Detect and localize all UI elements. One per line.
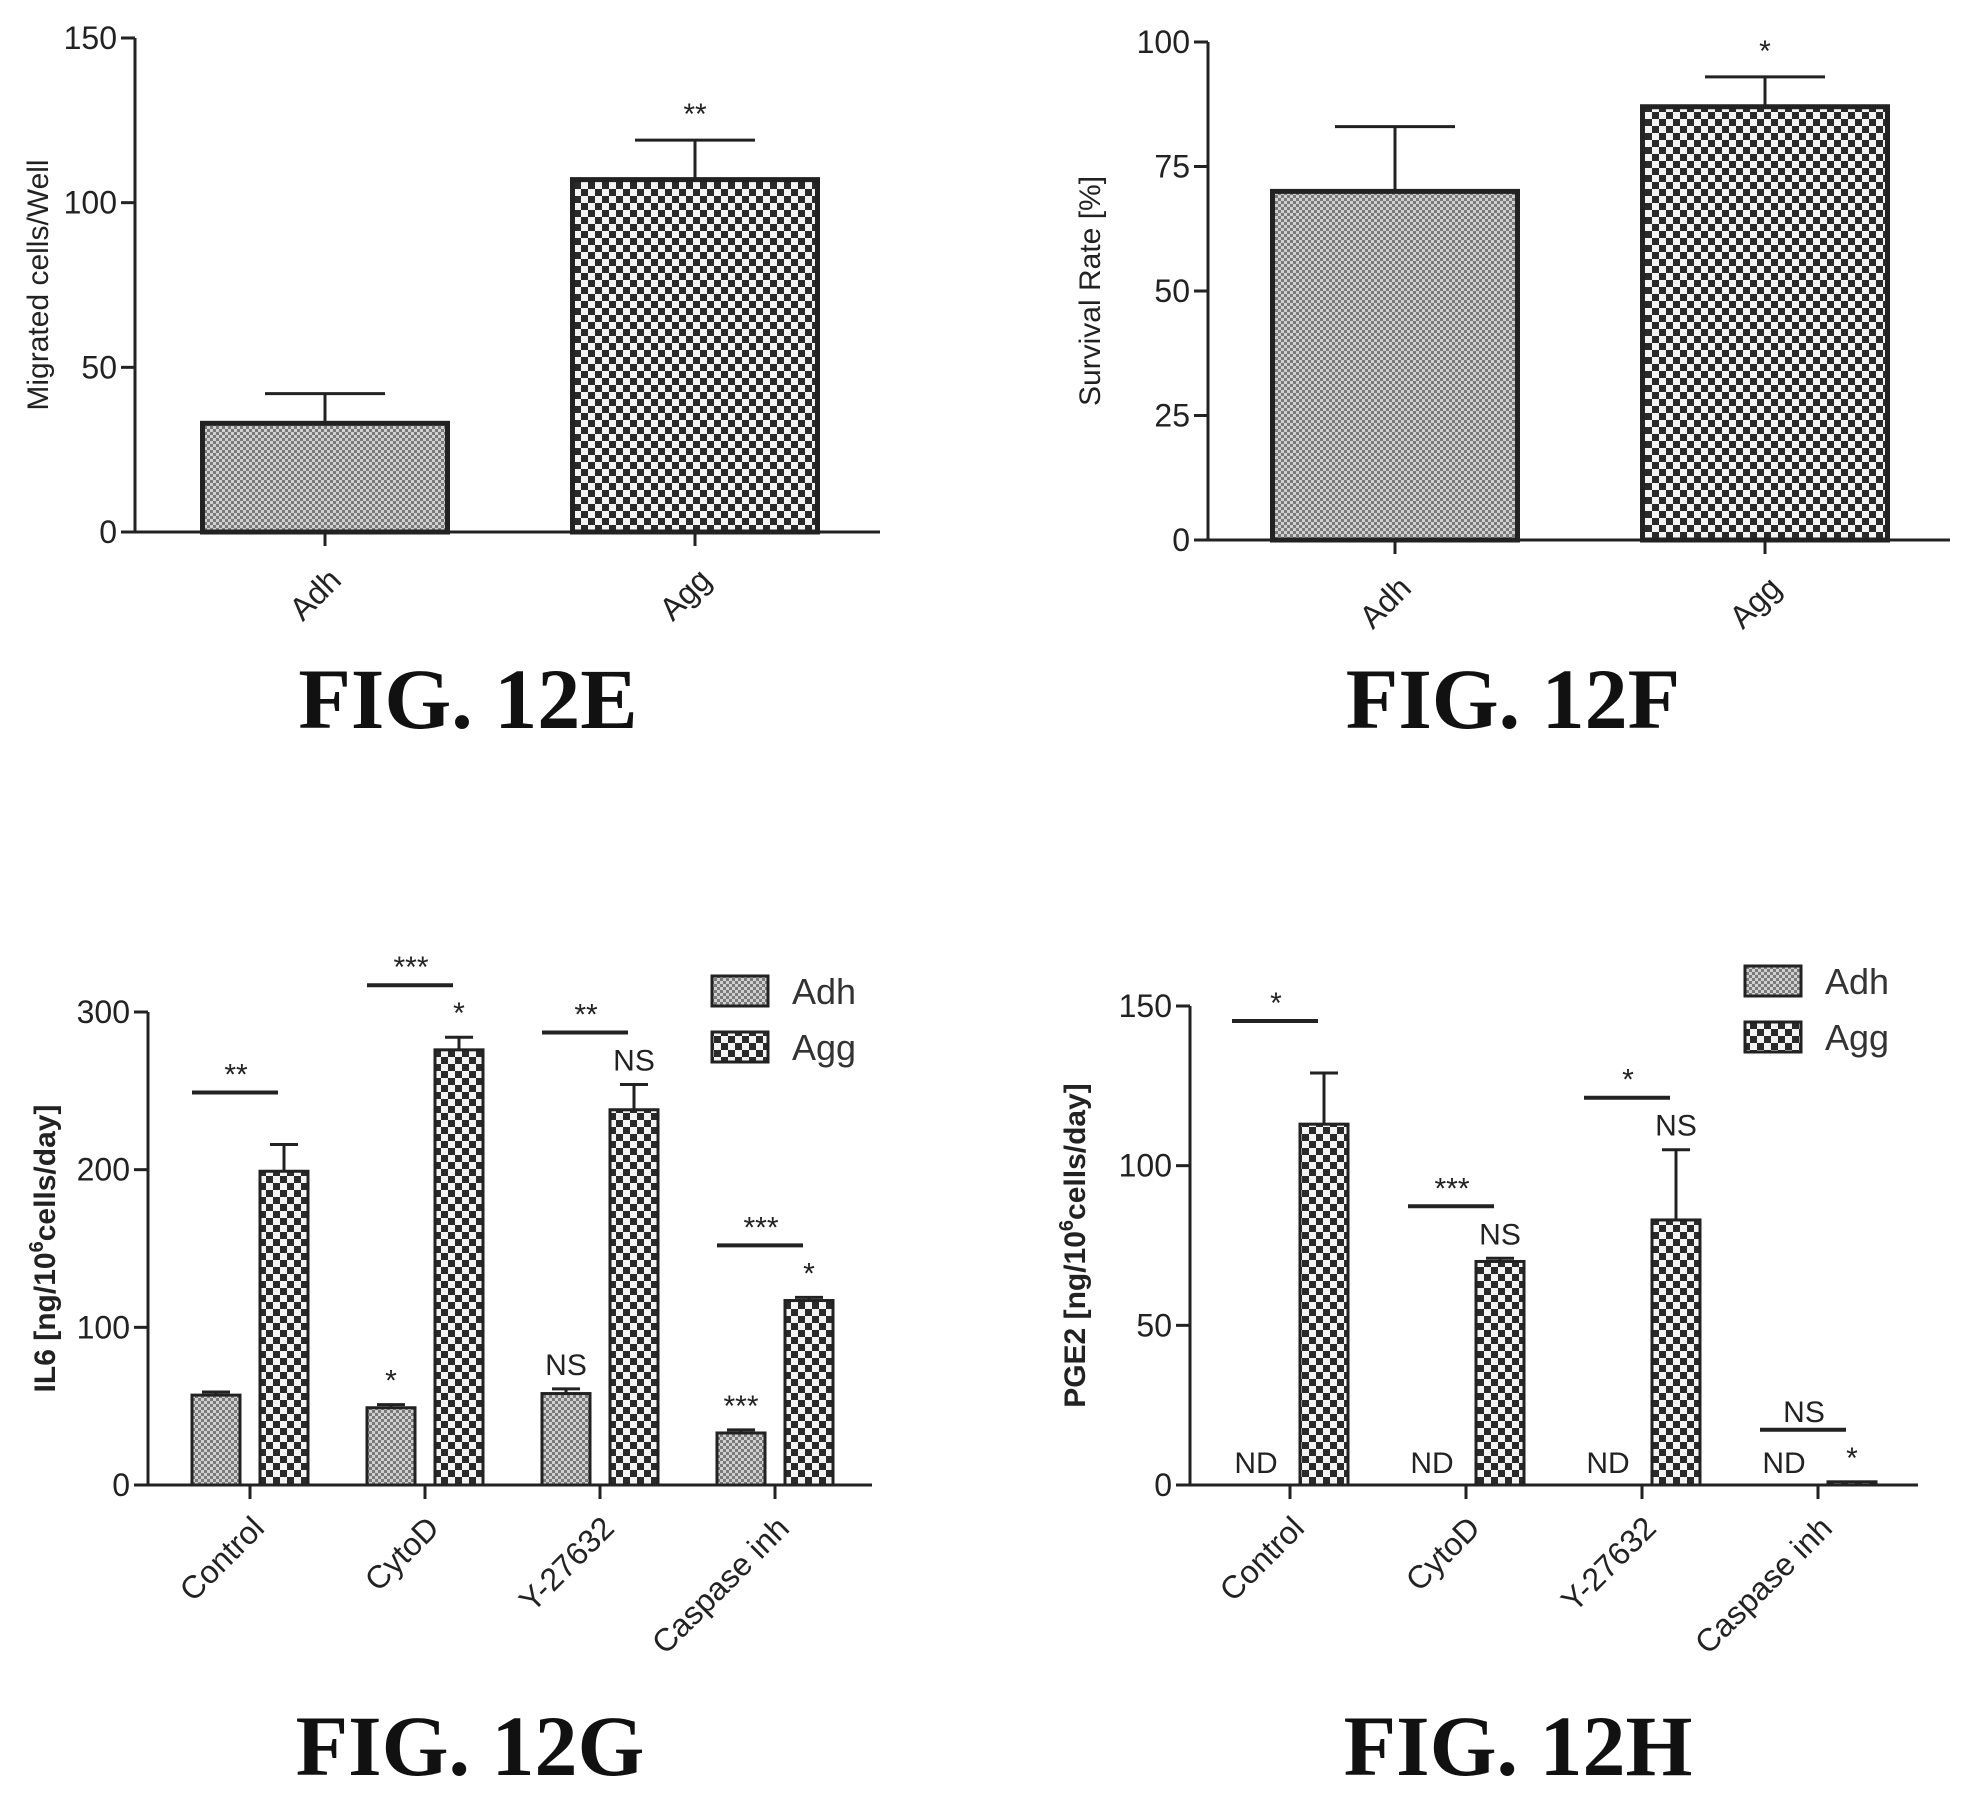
y-tick-label: 50 bbox=[1154, 273, 1190, 309]
x-category-label: Y-27632 bbox=[1554, 1509, 1663, 1618]
legend: Adh Agg bbox=[1743, 961, 1889, 1058]
bar-agg bbox=[783, 1299, 835, 1487]
x-category-label: Adh bbox=[1352, 569, 1418, 635]
x-category-label: Caspase inh bbox=[1688, 1509, 1839, 1660]
y-axis-title: PGE2 [ng/106cells/day] bbox=[1056, 1083, 1092, 1408]
x-category-label: Y-27632 bbox=[512, 1509, 621, 1618]
agg-significance-label: NS bbox=[1655, 1110, 1697, 1143]
bar-agg bbox=[1640, 104, 1890, 543]
y-tick-label: 25 bbox=[1154, 398, 1190, 434]
bar-agg bbox=[570, 177, 820, 535]
adh-significance-label: *** bbox=[723, 1390, 758, 1423]
x-category-label: Caspase inh bbox=[645, 1509, 796, 1660]
bar-agg bbox=[258, 1169, 310, 1487]
adh-significance-label: ND bbox=[1234, 1447, 1277, 1480]
y-tick-label: 100 bbox=[64, 185, 117, 221]
legend-swatch-agg bbox=[1743, 1020, 1803, 1054]
pair-significance-label: * bbox=[1270, 987, 1282, 1020]
bar-agg bbox=[1650, 1218, 1702, 1487]
x-category-label: CytoD bbox=[1399, 1509, 1487, 1597]
figure-caption-12e: FIG. 12E bbox=[298, 651, 637, 747]
y-tick-label: 150 bbox=[1119, 988, 1172, 1024]
y-tick-label: 0 bbox=[112, 1467, 130, 1503]
agg-significance-label: NS bbox=[613, 1045, 655, 1078]
y-tick-label: 300 bbox=[77, 994, 130, 1030]
x-category-label: Control bbox=[173, 1509, 271, 1607]
agg-significance-label: * bbox=[803, 1257, 815, 1290]
x-category-label: CytoD bbox=[358, 1509, 446, 1597]
pair-significance-label: *** bbox=[1434, 1172, 1469, 1205]
figure-caption-12h: FIG. 12H bbox=[1344, 1698, 1693, 1794]
y-tick-label: 150 bbox=[64, 20, 117, 56]
bar-adh bbox=[715, 1431, 767, 1487]
figure-caption-12g: FIG. 12G bbox=[296, 1698, 645, 1794]
pair-significance-label: * bbox=[1622, 1064, 1634, 1097]
adh-significance-label: ND bbox=[1586, 1447, 1629, 1480]
legend-swatch-agg bbox=[710, 1030, 770, 1064]
bar-adh bbox=[190, 1393, 242, 1487]
chart-panel-fig-12h: 0 50 100 150 PGE2 [ng/106cells/day] Control ND… bbox=[1056, 961, 1918, 1661]
bar-adh bbox=[1270, 188, 1520, 543]
x-category-label: Agg bbox=[652, 561, 718, 627]
x-category-label: Control bbox=[1213, 1509, 1311, 1607]
y-tick-label: 0 bbox=[99, 514, 117, 550]
y-tick-label: 0 bbox=[1154, 1467, 1172, 1503]
legend-label-agg: Agg bbox=[1825, 1017, 1889, 1058]
y-tick-label: 50 bbox=[81, 349, 117, 385]
chart-panel-fig-12e: 0 50 100 150 Migrated cells/Well Adh Agg ** bbox=[22, 20, 880, 627]
adh-significance-label: NS bbox=[545, 1349, 587, 1382]
y-tick-label: 200 bbox=[77, 1152, 130, 1188]
x-category-label: Agg bbox=[1722, 569, 1788, 635]
y-axis-title: Survival Rate [%] bbox=[1074, 176, 1107, 406]
bar-agg bbox=[608, 1108, 660, 1487]
agg-significance-label: * bbox=[453, 997, 465, 1030]
y-tick-label: 100 bbox=[1137, 24, 1190, 60]
bar-adh bbox=[540, 1392, 592, 1487]
y-tick-label: 100 bbox=[77, 1309, 130, 1345]
agg-significance-label: NS bbox=[1479, 1218, 1521, 1251]
pair-significance-label: ** bbox=[574, 999, 598, 1032]
y-tick-label: 0 bbox=[1172, 522, 1190, 558]
agg-significance-label: * bbox=[1846, 1442, 1858, 1475]
y-tick-label: 75 bbox=[1154, 149, 1190, 185]
bar-adh bbox=[365, 1406, 417, 1487]
legend-label-adh: Adh bbox=[792, 971, 856, 1012]
adh-significance-label: ND bbox=[1762, 1447, 1805, 1480]
bar-agg bbox=[433, 1048, 485, 1487]
y-axis-title: Migrated cells/Well bbox=[22, 159, 55, 410]
y-axis-title: IL6 [ng/106cells/day] bbox=[26, 1105, 62, 1393]
legend-swatch-adh bbox=[1743, 964, 1803, 998]
bar-adh bbox=[200, 420, 450, 535]
x-category-label: Adh bbox=[282, 561, 348, 627]
legend-label-adh: Adh bbox=[1825, 961, 1889, 1002]
pair-significance-label: *** bbox=[393, 951, 428, 984]
figure-caption-12f: FIG. 12F bbox=[1346, 651, 1680, 747]
chart-panel-fig-12f: 0 25 50 75 100 Survival Rate [%] Adh Agg * bbox=[1074, 24, 1950, 635]
bar-agg bbox=[1298, 1122, 1350, 1487]
y-tick-label: 50 bbox=[1136, 1307, 1172, 1343]
bar-agg bbox=[1474, 1259, 1526, 1487]
adh-significance-label: ND bbox=[1410, 1447, 1453, 1480]
legend-label-agg: Agg bbox=[792, 1027, 856, 1068]
y-tick-label: 100 bbox=[1119, 1148, 1172, 1184]
significance-label: * bbox=[1759, 35, 1771, 68]
pair-significance-label: NS bbox=[1783, 1396, 1825, 1429]
adh-significance-label: * bbox=[385, 1365, 397, 1398]
pair-significance-label: *** bbox=[743, 1211, 778, 1244]
significance-label: ** bbox=[683, 98, 707, 131]
pair-significance-label: ** bbox=[224, 1058, 248, 1091]
legend: Adh Agg bbox=[710, 971, 856, 1068]
legend-swatch-adh bbox=[710, 974, 770, 1008]
bar-agg bbox=[1826, 1480, 1878, 1487]
